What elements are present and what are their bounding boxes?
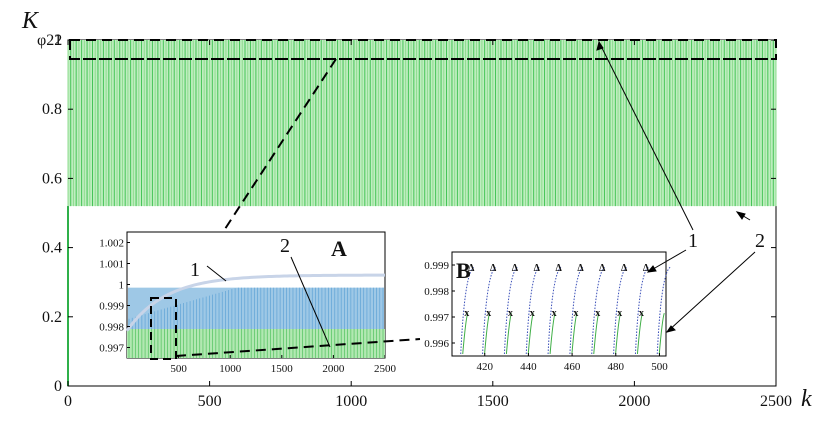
x-tick-label: 1500 [477, 393, 509, 410]
inset-b-series-1-cycle [547, 266, 562, 355]
inset-b-x-marker: x [508, 308, 513, 319]
inset-b-delta-marker: Δ [468, 263, 475, 274]
inset-b-delta-marker: Δ [599, 263, 606, 274]
x-tick-label: 2000 [618, 393, 650, 410]
inset-a-x-tick-label: 2500 [374, 363, 397, 375]
inset-b-x-marker: x [617, 308, 622, 319]
inset-a-ticks: 500 1000 1500 2000 2500 0.997 0.998 0.999 1 1.001… [99, 238, 396, 376]
inset-b: Δx Δx Δx Δx Δx Δx Δx Δx Δx 420 440 460 480 500 0.996 0… [424, 251, 672, 373]
inset-b-series: Δx Δx Δx Δx Δx Δx Δx Δx Δx [460, 263, 672, 355]
inset-b-x-tick-label: 440 [520, 361, 537, 373]
inset-b-series-2-cycle [571, 312, 578, 355]
inset-b-y-tick-label: 0.998 [424, 286, 449, 298]
inset-a-arrow-1 [206, 265, 227, 282]
inset-b-series-1-cycle [460, 266, 475, 355]
inset-b-series-2-cycle [527, 312, 534, 355]
inset-b-series-1-cycle [634, 266, 650, 355]
inset-b-series-2-cycle [593, 312, 600, 355]
inset-b-x-marker: x [464, 308, 469, 319]
inset-b-x-marker: x [573, 308, 578, 319]
inset-a-series [125, 273, 386, 358]
inset-b-x-marker: x [486, 308, 491, 319]
connector-line-b [175, 338, 421, 357]
y-tick-label: 1 [54, 32, 62, 49]
inset-b-x-tick-label: 500 [651, 361, 668, 373]
inset-b-series-1-cycle [591, 266, 606, 355]
inset-b-series-1-cycle [503, 266, 519, 355]
inset-b-label: B [456, 258, 471, 283]
inset-b-y-tick-label: 0.999 [424, 260, 449, 272]
inset-b-delta-marker: Δ [555, 263, 562, 274]
inset-b-series-2-cycle [615, 312, 622, 355]
inset-a-series-1-envelope [125, 273, 386, 332]
y-tick-label: 0.6 [42, 170, 62, 187]
inset-b-series-2-cycle [462, 312, 469, 355]
inset-b-series-1-cycle [525, 266, 541, 355]
inset-b-series-1-cycle [613, 266, 628, 355]
inset-a-x-tick-label: 1000 [219, 363, 242, 375]
x-axis-label: k [801, 386, 812, 412]
y-axis-label-subscript: φ22 [37, 32, 62, 49]
marker-1-label: 1 [688, 230, 698, 252]
inset-b-x-marker: x [595, 308, 600, 319]
inset-a: 500 1000 1500 2000 2500 0.997 0.998 0.999 1 1.001… [99, 231, 397, 376]
inset-b-series-1-cycle [656, 266, 672, 355]
inset-b-x-tick-label: 460 [564, 361, 581, 373]
inset-b-series-2-cycle [549, 312, 556, 355]
inset-b-x-marker: x [639, 308, 644, 319]
inset-b-delta-marker: Δ [512, 263, 519, 274]
inset-a-zoom-box [150, 297, 177, 360]
inset-b-delta-marker: Δ [621, 263, 628, 274]
marker-2-label: 2 [755, 230, 765, 252]
inset-a-arrow-2 [290, 256, 331, 348]
inset-a-series-2-fill [127, 329, 385, 358]
inset-b-x-tick-label: 420 [477, 361, 494, 373]
x-tick-label: 2500 [760, 393, 792, 410]
inset-b-delta-marker: Δ [490, 263, 497, 274]
x-tick-label: 500 [198, 393, 222, 410]
inset-b-x-marker: x [552, 308, 557, 319]
inset-a-x-tick-label: 2000 [322, 363, 345, 375]
y-tick-label: 0 [54, 378, 62, 395]
inset-b-series-2-cycle [636, 312, 643, 355]
inset-b-series-2-cycle [484, 312, 491, 355]
inset-b-x-tick-label: 480 [608, 361, 625, 373]
inset-b-y-tick-label: 0.996 [424, 338, 449, 350]
x-tick-label: 0 [64, 393, 72, 410]
marker-arrows [596, 40, 756, 333]
inset-a-y-tick-label: 1.001 [99, 259, 124, 271]
y-tick-label: 0.4 [42, 240, 62, 257]
inset-a-x-tick-label: 1500 [271, 363, 294, 375]
inset-b-ticks: 420 440 460 480 500 0.996 0.997 0.998 0.999 [424, 260, 668, 373]
inset-b-series-1-cycle [569, 266, 584, 355]
inset-b-x-marker: x [530, 308, 535, 319]
inset-b-frame [451, 251, 667, 357]
inset-b-series-1-cycle [482, 266, 497, 355]
inset-b-delta-marker: Δ [643, 263, 650, 274]
connector-line-a [222, 58, 337, 233]
inset-a-y-tick-label: 0.997 [99, 343, 124, 355]
inset-a-marker-1: 1 [190, 259, 200, 281]
inset-b-delta-marker: Δ [534, 263, 541, 274]
inset-b-series-2-cycle [658, 312, 665, 355]
y-axis-label: K [21, 8, 40, 34]
y-tick-label: 0.8 [42, 101, 62, 118]
inset-a-y-tick-label: 0.999 [99, 301, 124, 313]
inset-b-series-2-cycle [505, 312, 512, 355]
inset-a-x-tick-label: 500 [170, 363, 187, 375]
inset-b-y-tick-label: 0.997 [424, 312, 449, 324]
x-tick-label: 1000 [335, 393, 367, 410]
inset-a-y-tick-label: 1 [119, 280, 125, 292]
inset-b-delta-marker: Δ [577, 263, 584, 274]
oscillation-band [67, 40, 777, 386]
inset-a-marker-2: 2 [280, 235, 290, 257]
y-tick-label: 0.2 [42, 309, 62, 326]
inset-a-label: A [331, 236, 347, 261]
inset-a-y-tick-label: 0.998 [99, 322, 124, 334]
inset-a-y-tick-label: 1.002 [99, 238, 124, 250]
